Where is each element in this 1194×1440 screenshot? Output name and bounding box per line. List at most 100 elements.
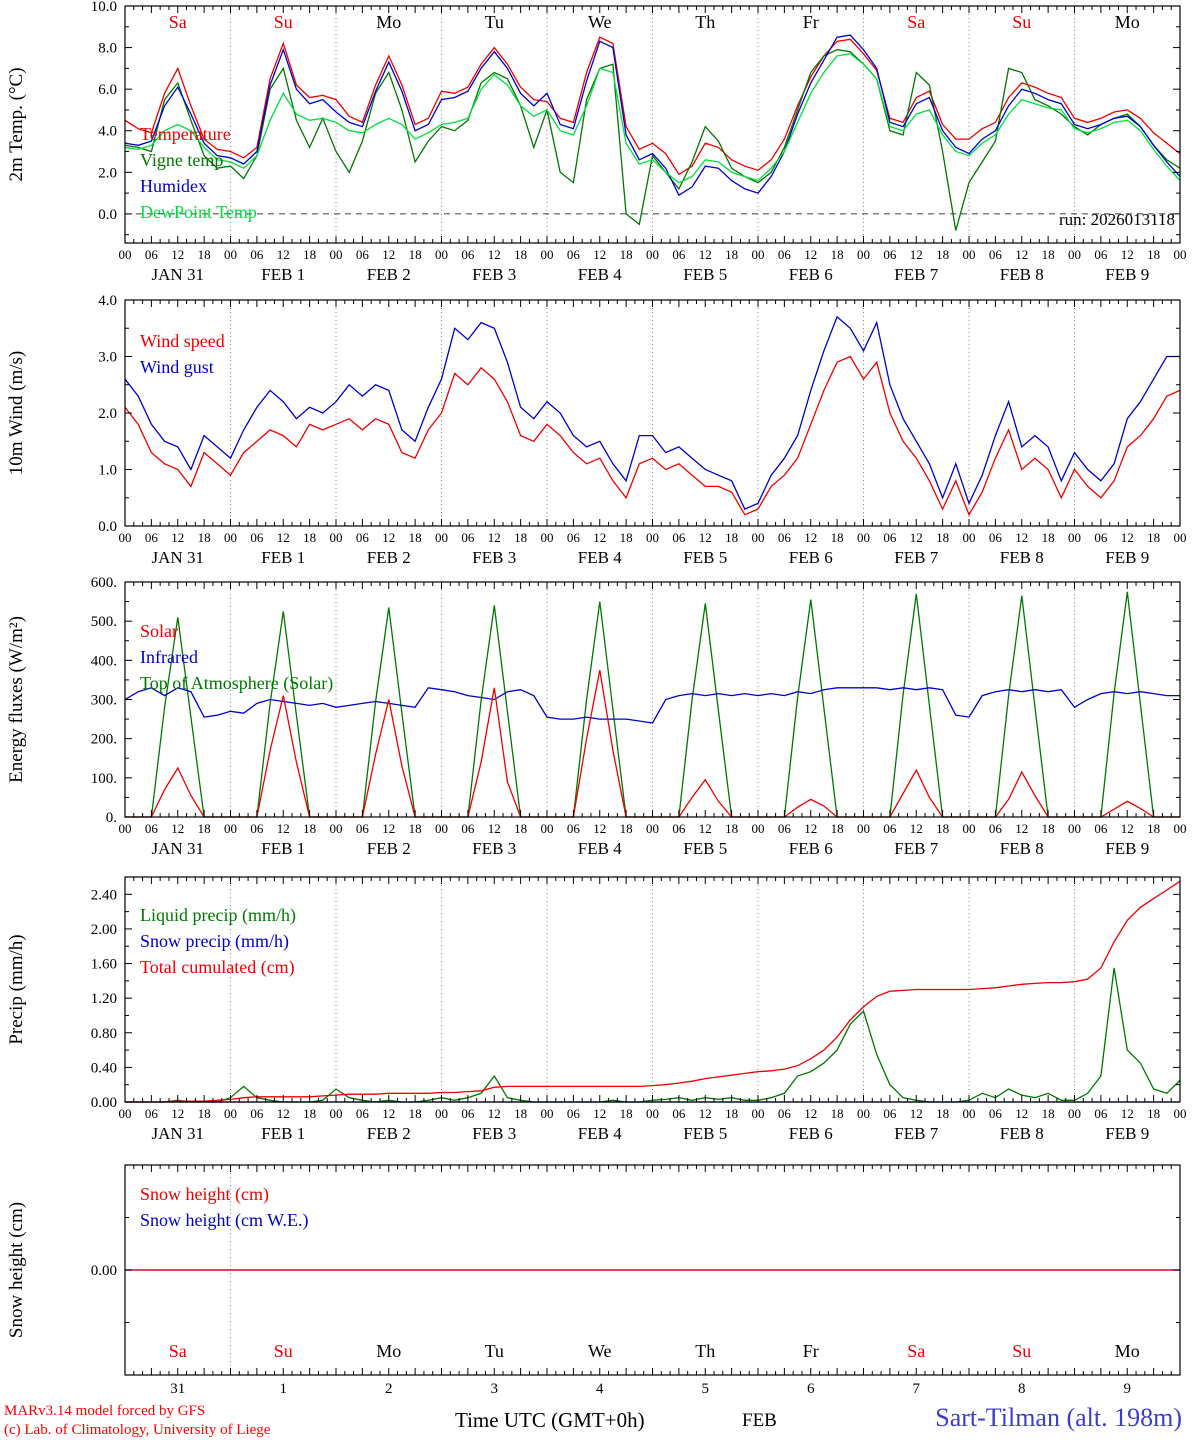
series-total-cumulated xyxy=(125,880,1181,1103)
snow-chart: 31 1 2 3 4 5 6 7 8 9 0.00 Snow height (cm) Sa Su Mo Tu W… xyxy=(6,1164,1181,1397)
svg-text:06: 06 xyxy=(778,1106,792,1121)
svg-text:18: 18 xyxy=(620,1106,633,1121)
svg-text:06: 06 xyxy=(672,247,686,262)
svg-text:Su: Su xyxy=(1012,12,1031,32)
svg-text:8.0: 8.0 xyxy=(98,41,117,57)
svg-text:FEB 5: FEB 5 xyxy=(683,839,727,858)
svg-text:12: 12 xyxy=(699,1106,712,1121)
svg-text:12: 12 xyxy=(699,821,712,836)
svg-text:9: 9 xyxy=(1124,1381,1132,1397)
svg-text:FEB 9: FEB 9 xyxy=(1105,1124,1149,1143)
svg-text:06: 06 xyxy=(461,247,475,262)
svg-text:00: 00 xyxy=(541,247,554,262)
svg-text:12: 12 xyxy=(488,530,501,545)
svg-text:06: 06 xyxy=(250,247,264,262)
temp-gridlines xyxy=(125,6,1180,243)
svg-text:Infrared: Infrared xyxy=(140,647,198,667)
svg-text:06: 06 xyxy=(461,821,475,836)
svg-text:FEB 4: FEB 4 xyxy=(578,548,622,567)
svg-text:18: 18 xyxy=(303,247,316,262)
svg-text:00: 00 xyxy=(330,247,343,262)
svg-text:FEB 2: FEB 2 xyxy=(367,839,411,858)
svg-text:18: 18 xyxy=(1042,1106,1055,1121)
svg-text:06: 06 xyxy=(778,821,792,836)
svg-text:12: 12 xyxy=(593,247,606,262)
svg-text:00: 00 xyxy=(1068,821,1081,836)
svg-text:FEB 4: FEB 4 xyxy=(578,265,622,284)
svg-text:06: 06 xyxy=(672,821,686,836)
svg-text:06: 06 xyxy=(883,247,897,262)
svg-text:18: 18 xyxy=(620,530,633,545)
series-infrared xyxy=(124,687,1180,724)
svg-text:18: 18 xyxy=(514,247,527,262)
svg-text:FEB 5: FEB 5 xyxy=(683,548,727,567)
svg-text:Temperature: Temperature xyxy=(140,124,231,144)
svg-text:FEB 8: FEB 8 xyxy=(1000,548,1044,567)
snow-x-axis: 31 1 2 3 4 5 6 7 8 9 xyxy=(124,1165,1181,1397)
svg-text:Energy fluxes (W/m²): Energy fluxes (W/m²) xyxy=(6,616,27,783)
svg-text:FEB 2: FEB 2 xyxy=(367,548,411,567)
svg-text:Sa: Sa xyxy=(907,1341,925,1361)
svg-text:run: 2026013118: run: 2026013118 xyxy=(1059,210,1175,229)
svg-text:00: 00 xyxy=(857,821,870,836)
svg-text:12: 12 xyxy=(804,1106,817,1121)
svg-text:12: 12 xyxy=(910,247,923,262)
svg-text:00: 00 xyxy=(330,530,343,545)
svg-text:Liquid precip (mm/h): Liquid precip (mm/h) xyxy=(140,905,296,926)
svg-text:FEB 9: FEB 9 xyxy=(1105,548,1149,567)
temp-legend: Temperature Vigne temp Humidex DewPoint Tem… xyxy=(140,124,257,222)
svg-text:12: 12 xyxy=(699,247,712,262)
svg-text:00: 00 xyxy=(963,247,976,262)
svg-text:00: 00 xyxy=(119,1106,132,1121)
svg-text:3.0: 3.0 xyxy=(98,350,117,366)
svg-text:06: 06 xyxy=(989,821,1003,836)
svg-text:00: 00 xyxy=(435,247,448,262)
svg-text:1.0: 1.0 xyxy=(98,463,117,479)
svg-text:18: 18 xyxy=(831,1106,844,1121)
svg-text:FEB 7: FEB 7 xyxy=(894,1124,938,1143)
svg-text:06: 06 xyxy=(1094,530,1108,545)
svg-text:06: 06 xyxy=(250,1106,264,1121)
svg-text:FEB 7: FEB 7 xyxy=(894,839,938,858)
svg-text:00: 00 xyxy=(857,247,870,262)
svg-text:06: 06 xyxy=(1094,247,1108,262)
svg-text:Solar: Solar xyxy=(140,621,178,641)
svg-text:12: 12 xyxy=(277,530,290,545)
svg-text:12: 12 xyxy=(1015,247,1028,262)
svg-text:06: 06 xyxy=(461,530,475,545)
month-label: FEB xyxy=(742,1410,777,1431)
svg-text:Su: Su xyxy=(1012,1341,1031,1361)
svg-text:18: 18 xyxy=(514,1106,527,1121)
precip-y-axis: 0.00 0.40 0.80 1.20 1.60 2.00 2.40 Precip (mm/h… xyxy=(6,887,1180,1111)
svg-text:12: 12 xyxy=(488,1106,501,1121)
station-label: Sart-Tilman (alt. 198m) xyxy=(935,1403,1182,1432)
svg-text:06: 06 xyxy=(989,247,1003,262)
credits: MARv3.14 model forced by GFS (c) Lab. of… xyxy=(4,1402,270,1440)
svg-text:FEB 3: FEB 3 xyxy=(472,839,516,858)
svg-text:12: 12 xyxy=(1121,530,1134,545)
svg-text:6: 6 xyxy=(807,1381,815,1397)
svg-text:10m Wind (m/s): 10m Wind (m/s) xyxy=(6,351,27,476)
svg-text:4.0: 4.0 xyxy=(98,293,117,309)
svg-text:00: 00 xyxy=(646,1106,659,1121)
svg-text:18: 18 xyxy=(409,530,422,545)
svg-text:7: 7 xyxy=(913,1381,921,1397)
wind-chart: 00 06 12 18 00 06 12 18 00 06 12 18 00 06 12 18 00 06 12 18… xyxy=(6,293,1187,567)
svg-text:200.: 200. xyxy=(91,732,117,748)
series-vigne-temp xyxy=(124,49,1181,231)
svg-text:12: 12 xyxy=(910,530,923,545)
svg-text:1.60: 1.60 xyxy=(91,957,117,973)
svg-text:0.00: 0.00 xyxy=(91,1263,117,1279)
svg-text:Total cumulated (cm): Total cumulated (cm) xyxy=(140,957,295,978)
series-dewpoint-temp xyxy=(124,53,1181,184)
svg-text:12: 12 xyxy=(171,1106,184,1121)
svg-text:00: 00 xyxy=(646,530,659,545)
svg-text:18: 18 xyxy=(303,821,316,836)
svg-text:We: We xyxy=(588,1341,612,1361)
svg-text:0.80: 0.80 xyxy=(91,1026,117,1042)
svg-text:3: 3 xyxy=(491,1381,499,1397)
svg-text:2.00: 2.00 xyxy=(91,922,117,938)
svg-text:06: 06 xyxy=(145,247,159,262)
temp-x-axis: 00 06 12 18 00 06 12 18 00 06 12 18 00 06 12 18 00 06 12 18… xyxy=(119,6,1187,284)
svg-text:2m Temp. (°C): 2m Temp. (°C) xyxy=(6,67,27,181)
